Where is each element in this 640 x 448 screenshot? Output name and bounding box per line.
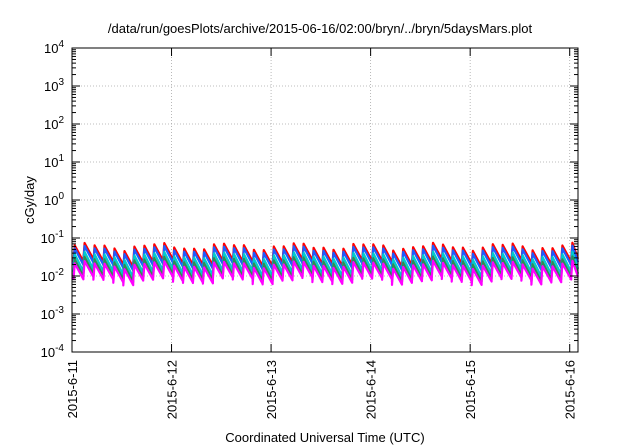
x-tick-label: 2015-6-16 [563, 360, 578, 419]
y-tick-label: 103 [44, 77, 64, 94]
y-tick-label: 104 [44, 39, 64, 56]
y-axis-label: cGy/day [22, 176, 37, 224]
y-tick-label: 100 [44, 191, 64, 208]
series-line-5 [72, 259, 580, 287]
x-axis-label: Coordinated Universal Time (UTC) [225, 430, 424, 445]
x-tick-label: 2015-6-12 [165, 360, 180, 419]
x-tick-label: 2015-6-11 [65, 360, 80, 418]
y-tick-label: 102 [44, 115, 64, 132]
x-tick-label: 2015-6-15 [463, 360, 478, 419]
y-tick-label: 10-4 [41, 343, 65, 360]
y-tick-label: 10-2 [41, 267, 65, 284]
y-tick-label: 10-3 [41, 305, 65, 322]
series-group [72, 241, 580, 287]
x-tick-label: 2015-6-13 [264, 360, 279, 419]
grid [72, 48, 578, 352]
x-tick-label: 2015-6-14 [364, 360, 379, 419]
axes: 10-4 10-3 10-2 10-1 100 101 102 103 104 2015-6-11… [41, 39, 578, 419]
chart-title: /data/run/goesPlots/archive/2015-06-16/0… [108, 21, 533, 36]
y-tick-label: 101 [44, 153, 64, 170]
y-tick-label: 10-1 [41, 229, 65, 246]
